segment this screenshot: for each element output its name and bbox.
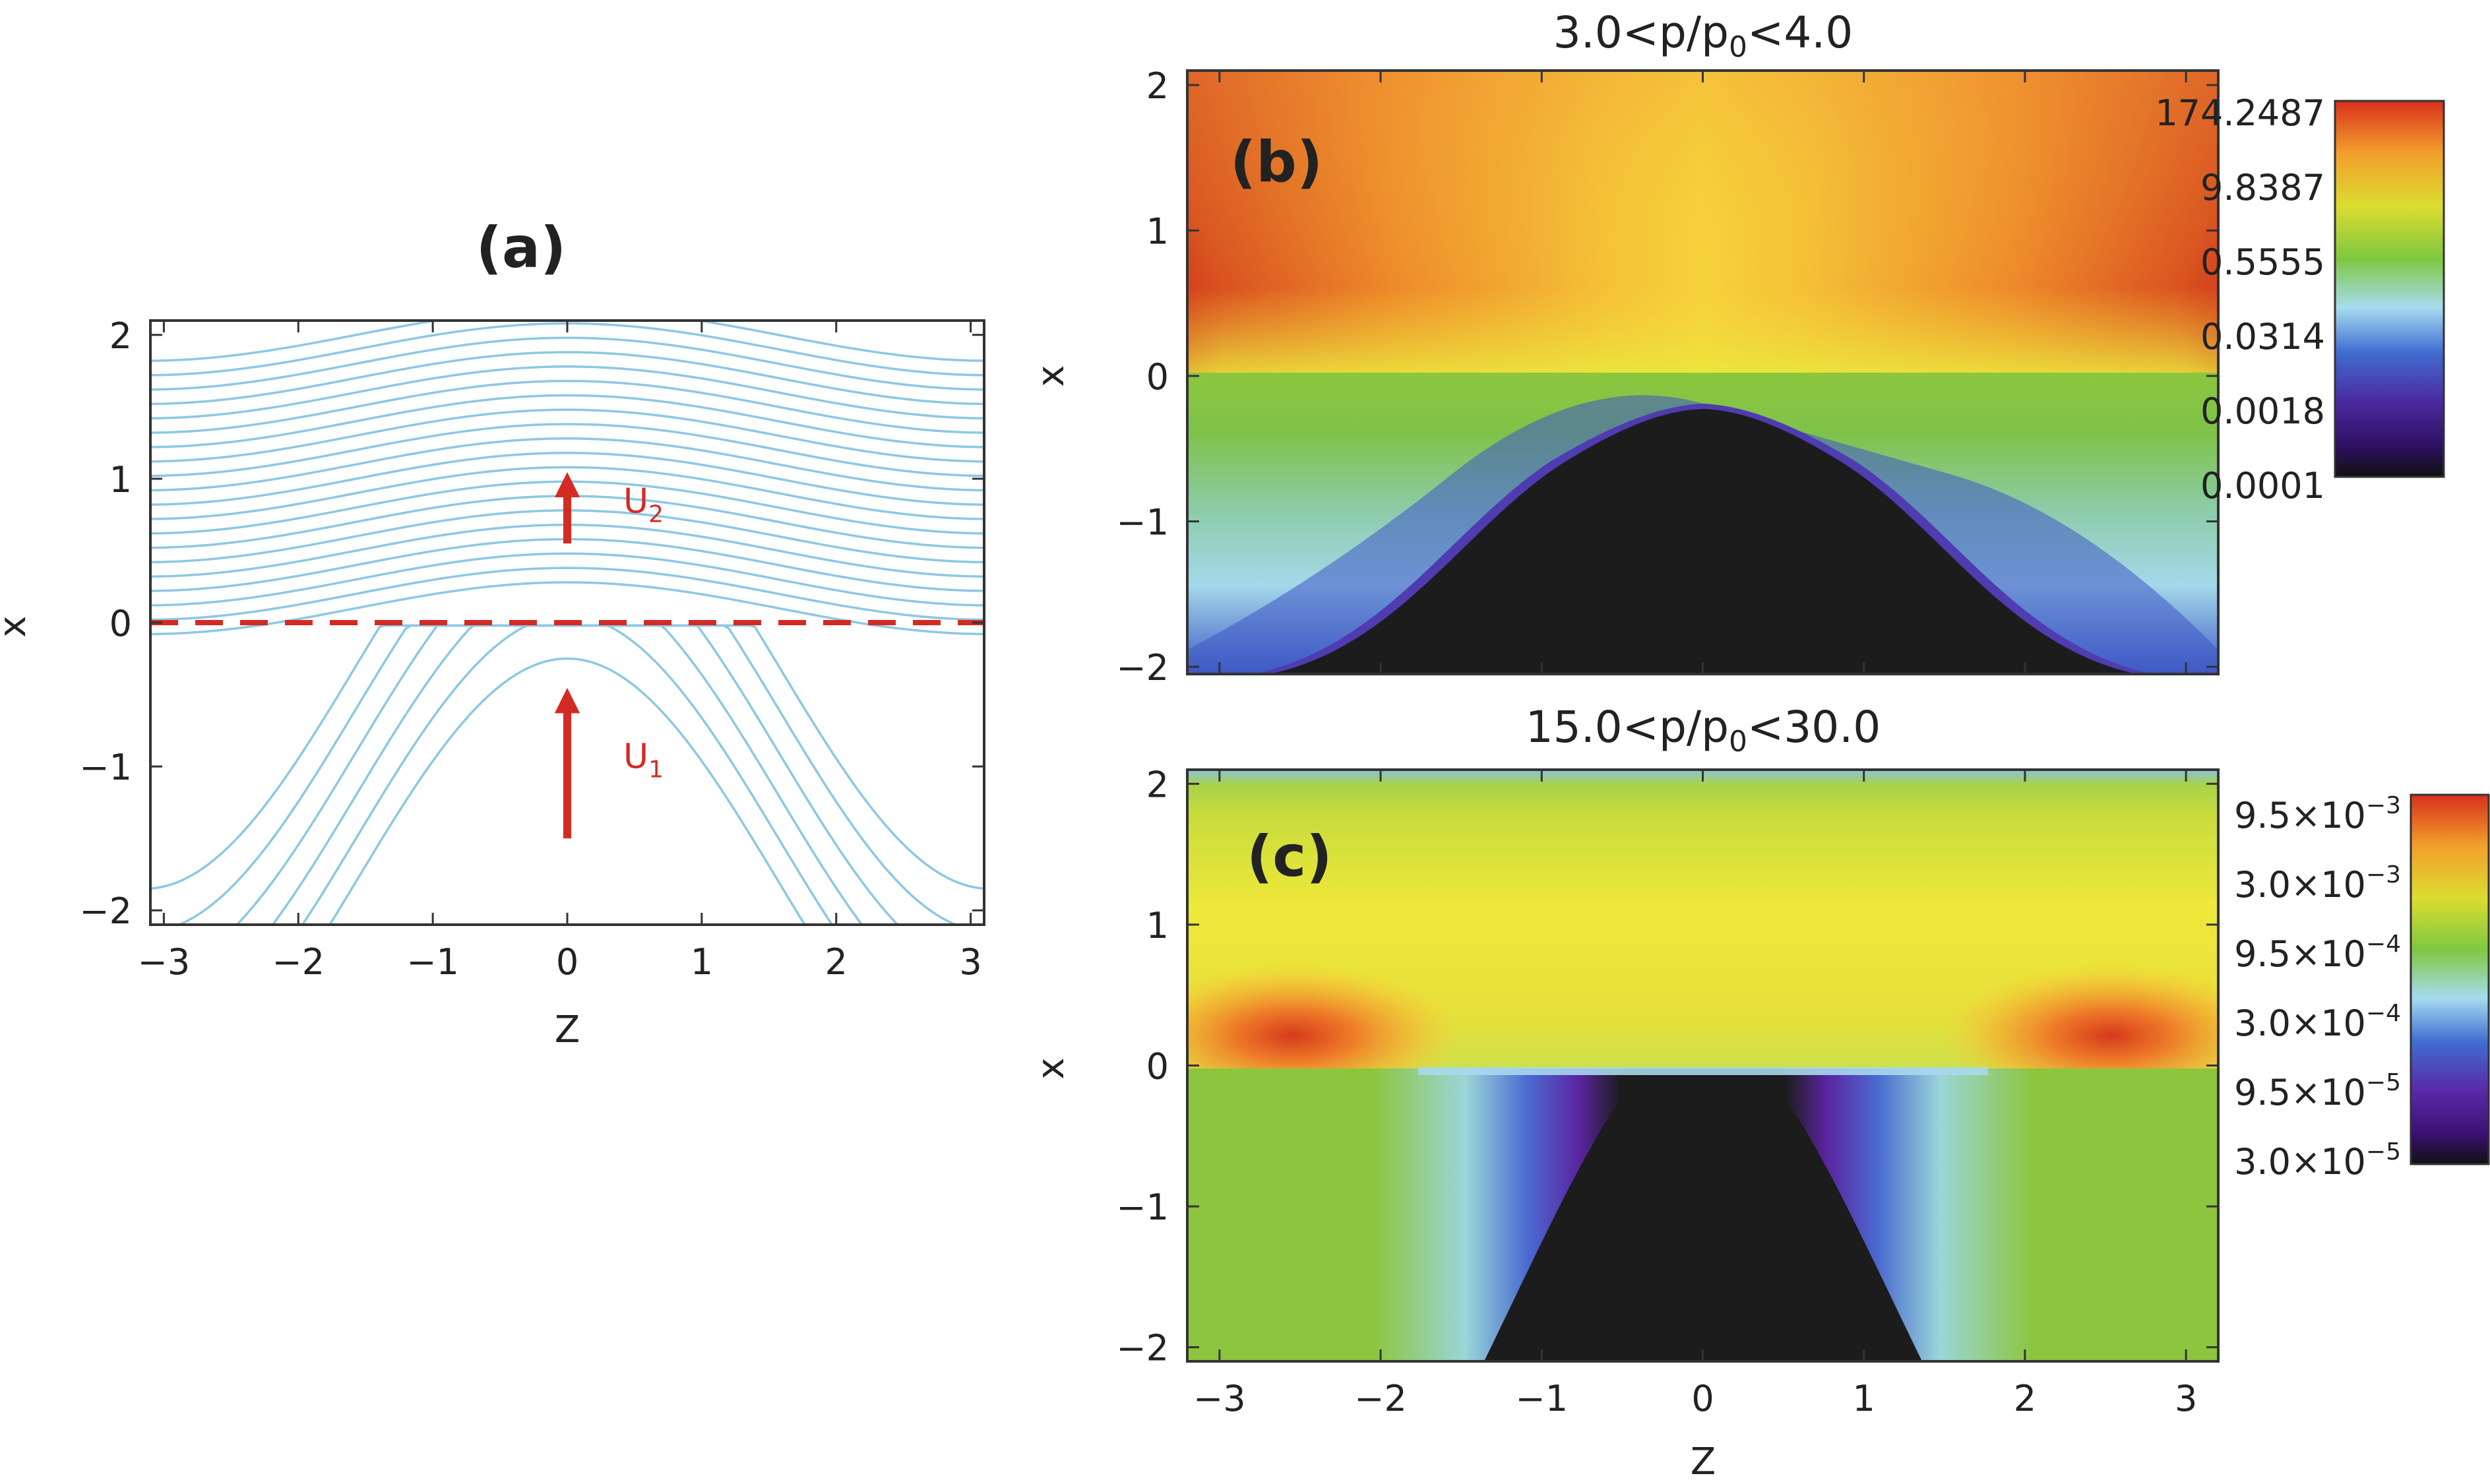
x-tick-label: −2 [1354, 1378, 1407, 1419]
panel-c-x-axis-label: Z [1691, 1440, 1716, 1483]
colorbar-tick-label: 9.8387 [2200, 167, 2325, 208]
panel-a-x-ticks: −3 −2 −1 0 1 2 3 [138, 321, 982, 983]
panel-c-y-ticks: −2 −1 0 1 2 [1116, 764, 2218, 1369]
panel-b-label: (b) [1230, 129, 1323, 195]
field-line-downstream [150, 567, 984, 621]
y-tick-label: −1 [1116, 501, 1169, 543]
x-tick-label: 2 [825, 941, 848, 983]
y-tick-label: 1 [1146, 211, 1169, 253]
panel-c-label: (c) [1247, 824, 1332, 890]
x-tick-label: 3 [959, 941, 981, 983]
field-line-downstream [150, 394, 984, 448]
y-tick-label: −1 [1116, 1187, 1169, 1228]
y-tick-label: 2 [109, 315, 132, 357]
x-tick-label: 1 [691, 941, 713, 983]
x-tick-label: 1 [1853, 1378, 1875, 1419]
panel-b-x-ticks [1218, 71, 2187, 674]
panel-b-y-ticks: −2 −1 0 1 2 [1116, 65, 2218, 689]
y-tick-label: 1 [1146, 905, 1169, 946]
panel-b-title: 3.0<p/p0<4.0 [1553, 7, 1853, 64]
y-tick-label: −2 [1116, 647, 1169, 689]
field-line-downstream [150, 451, 984, 506]
x-tick-label: 0 [1691, 1378, 1714, 1419]
panel-a-x-axis-label: Z [555, 1008, 580, 1051]
y-tick-label: −2 [1116, 1328, 1169, 1369]
field-line-downstream [150, 552, 984, 607]
x-tick-label: −1 [406, 941, 459, 983]
x-tick-label: −3 [138, 941, 191, 983]
field-line-downstream [150, 365, 984, 420]
colorbar-tick-label: 0.5555 [2200, 241, 2325, 283]
panel-a-y-ticks: −2 −1 0 1 2 [79, 315, 984, 932]
velocity-label-u2: U2 [623, 482, 664, 528]
y-tick-label: −1 [79, 747, 132, 788]
y-tick-label: −2 [79, 890, 132, 932]
x-tick-label: −3 [1193, 1378, 1246, 1419]
x-tick-label: 2 [2014, 1378, 2036, 1419]
colorbar-tick-label: 0.0018 [2200, 390, 2325, 432]
field-line-downstream [150, 466, 984, 520]
field-line-downstream [150, 351, 984, 406]
field-line-downstream [150, 423, 984, 478]
panel-b-heatmap [1187, 71, 2218, 674]
field-line-upstream [301, 624, 834, 925]
panel-c-y-axis-label: x [1030, 1057, 1073, 1079]
panel-b: 3.0<p/p0<4.0 (b) −2 −1 0 1 2 x 174.2487 9.838… [1030, 7, 2445, 689]
y-tick-label: 0 [109, 603, 132, 644]
field-line-upstream [328, 657, 807, 925]
panel-a-y-axis-label: x [0, 615, 34, 637]
flow-arrows: U2 U1 [554, 472, 664, 839]
y-tick-label: 2 [1146, 764, 1169, 805]
x-tick-label: −2 [272, 941, 325, 983]
field-lines [150, 321, 984, 925]
y-tick-label: 2 [1146, 65, 1169, 107]
panel-a-label: (a) [476, 215, 567, 281]
colorbar-tick-label: 3.0×10−4 [2234, 1000, 2401, 1044]
panel-c-title: 15.0<p/p0<30.0 [1526, 702, 1881, 758]
y-tick-label: 1 [109, 459, 132, 501]
panel-b-colorbar [2334, 100, 2445, 478]
colorbar-tick-label: 0.0001 [2200, 465, 2325, 507]
y-tick-label: 0 [1146, 1046, 1169, 1088]
panel-c-x-ticks: −3 −2 −1 0 1 2 3 [1193, 770, 2197, 1419]
colorbar-tick-label: 9.5×10−5 [2234, 1069, 2401, 1113]
field-line-downstream [150, 379, 984, 434]
colorbar-tick-label: 0.0314 [2200, 316, 2325, 357]
colorbar-tick-label: 9.5×10−4 [2234, 931, 2401, 975]
panel-c-heatmap [1187, 770, 2218, 1361]
field-line-downstream [150, 408, 984, 463]
panel-b-y-axis-label: x [1030, 365, 1073, 386]
x-tick-label: 0 [556, 941, 578, 983]
y-tick-label: 0 [1146, 356, 1169, 398]
colorbar-tick-label: 174.2487 [2155, 92, 2325, 134]
field-line-downstream [150, 437, 984, 492]
panel-c-colorbar-labels: 9.5×10−3 3.0×10−3 9.5×10−4 3.0×10−4 9.5×10−5… [2234, 792, 2401, 1183]
panel-c-colorbar [2410, 793, 2490, 1165]
colorbar-tick-label: 3.0×10−3 [2234, 861, 2401, 906]
field-line-downstream [150, 336, 984, 391]
field-line-downstream [150, 321, 984, 362]
x-tick-label: −1 [1515, 1378, 1568, 1419]
panel-b-colorbar-labels: 174.2487 9.8387 0.5555 0.0314 0.0018 0.0001 [2155, 92, 2325, 507]
colorbar-tick-label: 3.0×10−5 [2234, 1138, 2401, 1183]
velocity-label-u1: U1 [623, 737, 664, 784]
x-tick-label: 3 [2175, 1378, 2197, 1419]
colorbar-tick-label: 9.5×10−3 [2234, 792, 2401, 836]
